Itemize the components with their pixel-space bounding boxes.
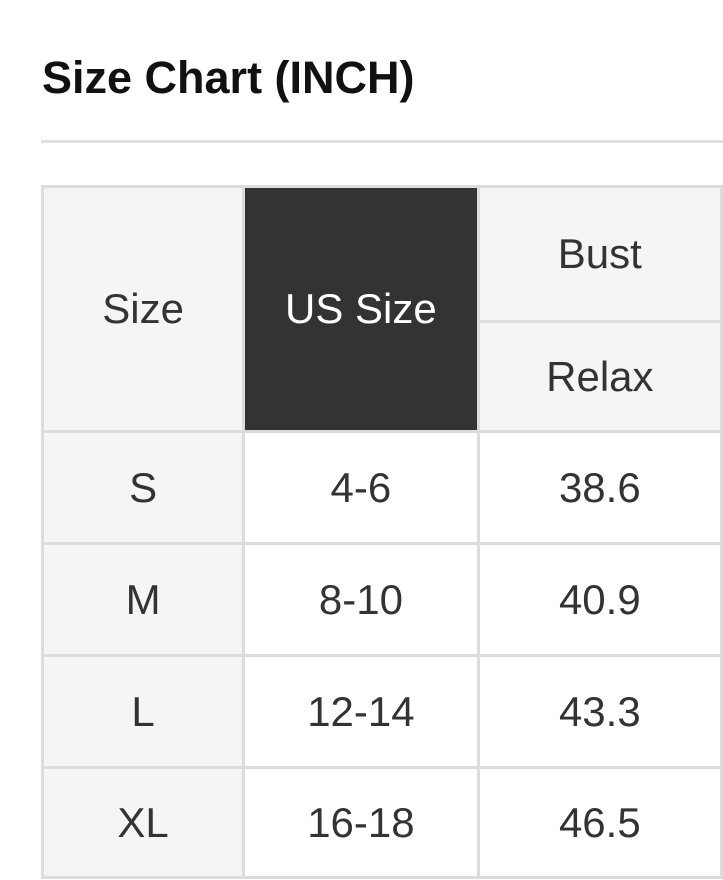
header-bust: Bust [476,185,723,323]
cell-bust: 46.5 [476,766,723,879]
cell-size: M [40,542,246,657]
cell-us-size: 16-18 [242,766,480,879]
size-chart-table: Size US Size Bust Relax S 4-6 38.6 M 8-1… [40,185,723,879]
cell-size: S [40,430,246,545]
header-size: Size [40,185,246,433]
cell-size: XL [40,766,246,879]
cell-bust: 38.6 [476,430,723,545]
table-row: S 4-6 38.6 [40,430,723,545]
header-bust-relax: Relax [476,320,723,433]
header-us-size: US Size [242,185,480,433]
table-row: L 12-14 43.3 [40,654,723,769]
table-row: M 8-10 40.9 [40,542,723,657]
table-row: XL 16-18 46.5 [40,766,723,879]
cell-us-size: 4-6 [242,430,480,545]
cell-us-size: 12-14 [242,654,480,769]
cell-size: L [40,654,246,769]
page-title: Size Chart (INCH) [42,52,415,103]
cell-bust: 40.9 [476,542,723,657]
cell-us-size: 8-10 [242,542,480,657]
cell-bust: 43.3 [476,654,723,769]
divider [41,140,723,143]
